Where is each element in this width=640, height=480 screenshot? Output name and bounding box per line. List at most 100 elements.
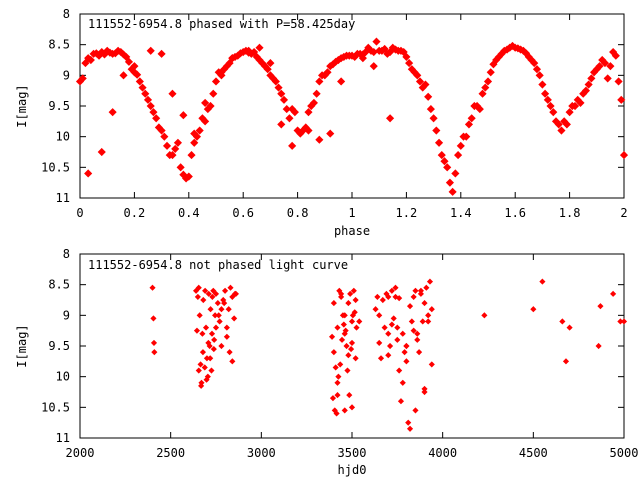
data-point <box>443 163 452 172</box>
data-point <box>538 80 547 89</box>
data-point <box>344 367 351 374</box>
data-point <box>405 59 414 68</box>
data-point <box>231 290 239 297</box>
data-point <box>341 407 348 414</box>
data-point <box>135 77 144 86</box>
data-point <box>195 284 202 291</box>
x-tick-label: 3000 <box>247 446 276 460</box>
data-point <box>228 54 237 63</box>
data-point <box>421 300 428 307</box>
y-tick-label: 11 <box>56 191 70 205</box>
data-point <box>414 336 421 343</box>
data-point <box>334 379 341 386</box>
data-point <box>179 111 188 120</box>
data-point <box>603 74 612 83</box>
data-point <box>481 312 488 319</box>
data-point <box>399 330 406 337</box>
data-point <box>379 296 386 304</box>
data-point <box>334 324 341 331</box>
data-point <box>425 312 432 319</box>
data-point <box>417 287 424 294</box>
data-point <box>209 293 216 300</box>
data-point <box>81 59 90 68</box>
data-point <box>263 65 272 74</box>
data-point <box>328 333 336 340</box>
x-tick-label: 1.6 <box>504 206 526 220</box>
data-point <box>478 89 487 98</box>
data-point <box>372 37 381 46</box>
data-point <box>483 77 493 86</box>
data-point <box>244 46 253 55</box>
phased-light-curve-panel: 111552-6954.8 phased with P=58.425day ph… <box>15 7 629 238</box>
data-point <box>187 151 196 160</box>
data-point <box>481 83 490 92</box>
data-point <box>202 324 210 331</box>
data-point <box>201 364 208 371</box>
data-point <box>279 95 289 104</box>
data-point <box>380 44 389 54</box>
data-point <box>326 129 335 138</box>
data-point <box>410 327 417 334</box>
data-point <box>223 324 230 331</box>
data-point <box>210 287 217 294</box>
data-point <box>226 349 233 356</box>
data-point <box>387 342 394 350</box>
data-point <box>486 68 495 77</box>
y-ticks: 8 8.5 9 9.5 10 10.5 11 <box>41 247 624 445</box>
data-point <box>554 120 563 129</box>
data-point <box>97 147 106 157</box>
data-point <box>151 349 158 356</box>
data-point <box>338 290 345 297</box>
data-point <box>385 352 392 359</box>
data-point <box>84 169 93 178</box>
data-point <box>173 138 182 147</box>
data-point <box>421 388 428 396</box>
data-point <box>150 315 157 322</box>
data-point <box>211 336 218 343</box>
data-point <box>414 330 421 337</box>
x-tick-label: 1 <box>348 206 355 220</box>
data-point <box>304 126 313 135</box>
data-point <box>425 318 432 325</box>
data-point <box>348 346 355 353</box>
data-point <box>333 410 340 417</box>
x-ticks: 2000 2500 3000 3500 4000 4500 5000 <box>66 254 638 460</box>
data-point <box>190 138 199 147</box>
data-point <box>78 74 87 83</box>
data-point <box>403 342 410 350</box>
data-point <box>426 105 435 114</box>
data-point <box>403 358 410 365</box>
data-point <box>215 312 222 319</box>
data-point <box>399 47 408 57</box>
data-point <box>345 300 352 307</box>
data-point <box>86 55 95 65</box>
data-point <box>160 132 169 141</box>
data-point <box>390 315 397 322</box>
data-point <box>423 284 430 291</box>
data-point <box>343 342 350 350</box>
data-point <box>462 132 471 141</box>
data-point <box>345 352 352 359</box>
data-point <box>530 306 537 313</box>
data-point <box>207 355 214 362</box>
data-point <box>377 355 385 362</box>
data-point <box>212 324 220 331</box>
data-point <box>146 46 155 55</box>
x-tick-label: 2 <box>620 206 627 220</box>
data-point <box>133 70 142 79</box>
data-point <box>421 80 430 89</box>
data-point <box>342 327 349 334</box>
data-point <box>337 361 344 368</box>
data-point <box>312 89 321 98</box>
data-point <box>198 382 205 389</box>
data-point <box>620 318 628 325</box>
data-point <box>406 303 414 310</box>
data-point <box>152 114 161 123</box>
data-point <box>341 312 348 319</box>
data-point <box>149 284 156 291</box>
x-tick-label: 0.2 <box>124 206 146 220</box>
chart-title: 111552-6954.8 phased with P=58.425day <box>88 17 355 31</box>
data-point <box>543 95 552 104</box>
data-point <box>171 144 180 153</box>
data-point <box>381 324 388 331</box>
